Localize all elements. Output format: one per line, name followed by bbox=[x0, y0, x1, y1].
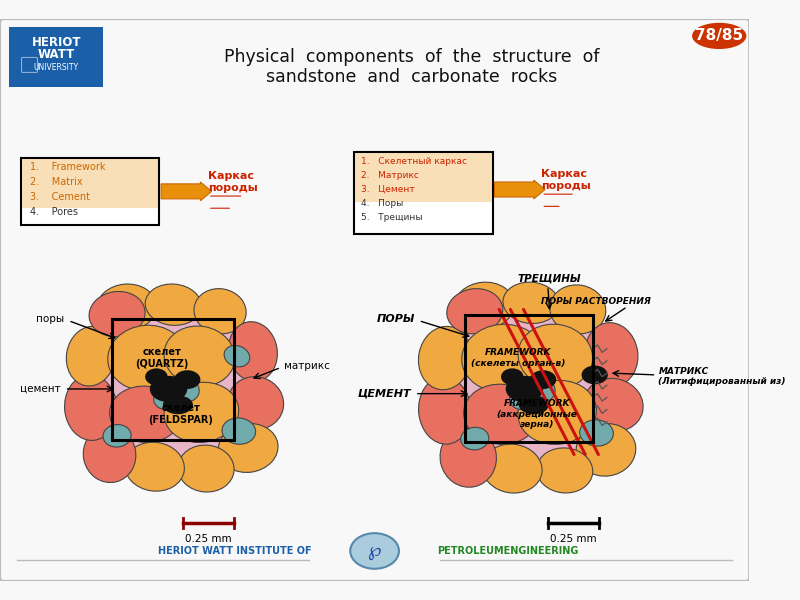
Text: HERIOT: HERIOT bbox=[31, 36, 81, 49]
Text: 2.   Матрикс: 2. Матрикс bbox=[362, 171, 419, 180]
Text: 2.    Matrix: 2. Matrix bbox=[30, 177, 82, 187]
Ellipse shape bbox=[108, 325, 186, 391]
Ellipse shape bbox=[580, 420, 614, 446]
Text: цемент: цемент bbox=[20, 384, 61, 394]
Ellipse shape bbox=[518, 380, 597, 445]
Ellipse shape bbox=[454, 282, 514, 329]
Ellipse shape bbox=[447, 289, 502, 334]
Ellipse shape bbox=[464, 384, 538, 444]
Bar bbox=[22, 158, 158, 208]
Bar bbox=[112, 319, 234, 440]
FancyBboxPatch shape bbox=[21, 158, 159, 225]
Ellipse shape bbox=[418, 326, 471, 390]
FancyBboxPatch shape bbox=[0, 19, 749, 581]
Ellipse shape bbox=[222, 418, 256, 444]
Ellipse shape bbox=[103, 425, 131, 447]
Text: ПОРЫ РАСТВОРЕНИЯ: ПОРЫ РАСТВОРЕНИЯ bbox=[541, 298, 651, 307]
Ellipse shape bbox=[576, 424, 636, 476]
Text: 5.   Трещины: 5. Трещины bbox=[362, 213, 423, 222]
Ellipse shape bbox=[501, 368, 523, 385]
Text: 1.    Framework: 1. Framework bbox=[30, 162, 106, 172]
Ellipse shape bbox=[174, 370, 201, 389]
Text: FRAMEWORK
(скелеты орган-в): FRAMEWORK (скелеты орган-в) bbox=[470, 349, 565, 368]
Text: ℘: ℘ bbox=[368, 541, 382, 560]
Ellipse shape bbox=[164, 382, 238, 443]
Ellipse shape bbox=[462, 324, 544, 392]
Bar bbox=[466, 315, 593, 442]
Ellipse shape bbox=[97, 284, 156, 331]
Text: HERIOT WATT INSTITUTE OF: HERIOT WATT INSTITUTE OF bbox=[158, 546, 312, 556]
Text: sandstone  and  carbonate  rocks: sandstone and carbonate rocks bbox=[266, 68, 558, 86]
Ellipse shape bbox=[178, 445, 234, 492]
Ellipse shape bbox=[440, 427, 497, 487]
Ellipse shape bbox=[518, 324, 593, 388]
Ellipse shape bbox=[218, 424, 278, 472]
Text: Каркас
породы: Каркас породы bbox=[542, 169, 591, 191]
Text: ПОРЫ: ПОРЫ bbox=[377, 314, 415, 324]
Text: 1.   Скелетный каркас: 1. Скелетный каркас bbox=[362, 157, 467, 166]
Ellipse shape bbox=[584, 379, 643, 431]
Ellipse shape bbox=[585, 323, 638, 386]
Ellipse shape bbox=[537, 448, 593, 493]
Text: WATT: WATT bbox=[38, 48, 75, 61]
Bar bbox=[355, 153, 492, 202]
Text: FRAMEWORK
(аккреционные
зерна): FRAMEWORK (аккреционные зерна) bbox=[496, 400, 577, 429]
Text: 3.    Cement: 3. Cement bbox=[30, 192, 90, 202]
Text: 0.25 mm: 0.25 mm bbox=[550, 534, 597, 544]
Ellipse shape bbox=[350, 533, 399, 569]
Text: Physical  components  of  the  structure  of: Physical components of the structure of bbox=[224, 47, 600, 65]
Ellipse shape bbox=[66, 326, 115, 386]
Text: 4.    Pores: 4. Pores bbox=[30, 207, 78, 217]
FancyArrow shape bbox=[161, 182, 212, 201]
Ellipse shape bbox=[154, 387, 183, 410]
FancyBboxPatch shape bbox=[354, 152, 493, 235]
Ellipse shape bbox=[228, 322, 278, 382]
Text: 3.   Цемент: 3. Цемент bbox=[362, 185, 415, 194]
Ellipse shape bbox=[482, 444, 542, 493]
Ellipse shape bbox=[110, 386, 181, 442]
Ellipse shape bbox=[150, 376, 187, 402]
Ellipse shape bbox=[461, 427, 489, 450]
Ellipse shape bbox=[164, 326, 235, 386]
Ellipse shape bbox=[89, 292, 145, 337]
Ellipse shape bbox=[435, 302, 622, 467]
Text: матрикс: матрикс bbox=[284, 361, 330, 371]
Ellipse shape bbox=[506, 376, 543, 402]
Ellipse shape bbox=[163, 395, 193, 414]
Ellipse shape bbox=[84, 305, 262, 464]
Text: 4.   Поры: 4. Поры bbox=[362, 199, 404, 208]
Text: поры: поры bbox=[37, 314, 65, 324]
Ellipse shape bbox=[550, 285, 606, 334]
Ellipse shape bbox=[582, 365, 608, 384]
Ellipse shape bbox=[522, 376, 555, 403]
Text: UNIVERSITY: UNIVERSITY bbox=[34, 63, 78, 72]
Text: 0.25 mm: 0.25 mm bbox=[185, 534, 231, 544]
Ellipse shape bbox=[194, 289, 246, 334]
Ellipse shape bbox=[83, 427, 136, 482]
Ellipse shape bbox=[692, 23, 746, 49]
Text: ЦЕМЕНТ: ЦЕМЕНТ bbox=[358, 389, 411, 398]
Ellipse shape bbox=[228, 377, 284, 430]
Text: PETROLEUMENGINEERING: PETROLEUMENGINEERING bbox=[438, 546, 578, 556]
Ellipse shape bbox=[146, 284, 202, 325]
Text: МАТРИКС
(Литифицированный из): МАТРИКС (Литифицированный из) bbox=[658, 367, 786, 386]
Ellipse shape bbox=[224, 346, 250, 367]
Ellipse shape bbox=[510, 387, 539, 410]
Text: ТРЕЩИНЫ: ТРЕЩИНЫ bbox=[518, 273, 582, 283]
Ellipse shape bbox=[503, 282, 559, 323]
Ellipse shape bbox=[166, 376, 199, 403]
Ellipse shape bbox=[418, 377, 471, 444]
Ellipse shape bbox=[65, 375, 117, 440]
Text: Каркас
породы: Каркас породы bbox=[208, 171, 258, 193]
FancyArrow shape bbox=[494, 180, 545, 199]
Ellipse shape bbox=[145, 368, 168, 385]
Ellipse shape bbox=[125, 442, 184, 491]
Text: скелет
(FELDSPAR): скелет (FELDSPAR) bbox=[148, 403, 213, 425]
Ellipse shape bbox=[519, 395, 549, 414]
Text: скелет
(QUARTZ): скелет (QUARTZ) bbox=[135, 347, 189, 369]
Ellipse shape bbox=[530, 370, 556, 389]
Text: 78/85: 78/85 bbox=[695, 28, 743, 43]
Bar bbox=[10, 26, 103, 88]
